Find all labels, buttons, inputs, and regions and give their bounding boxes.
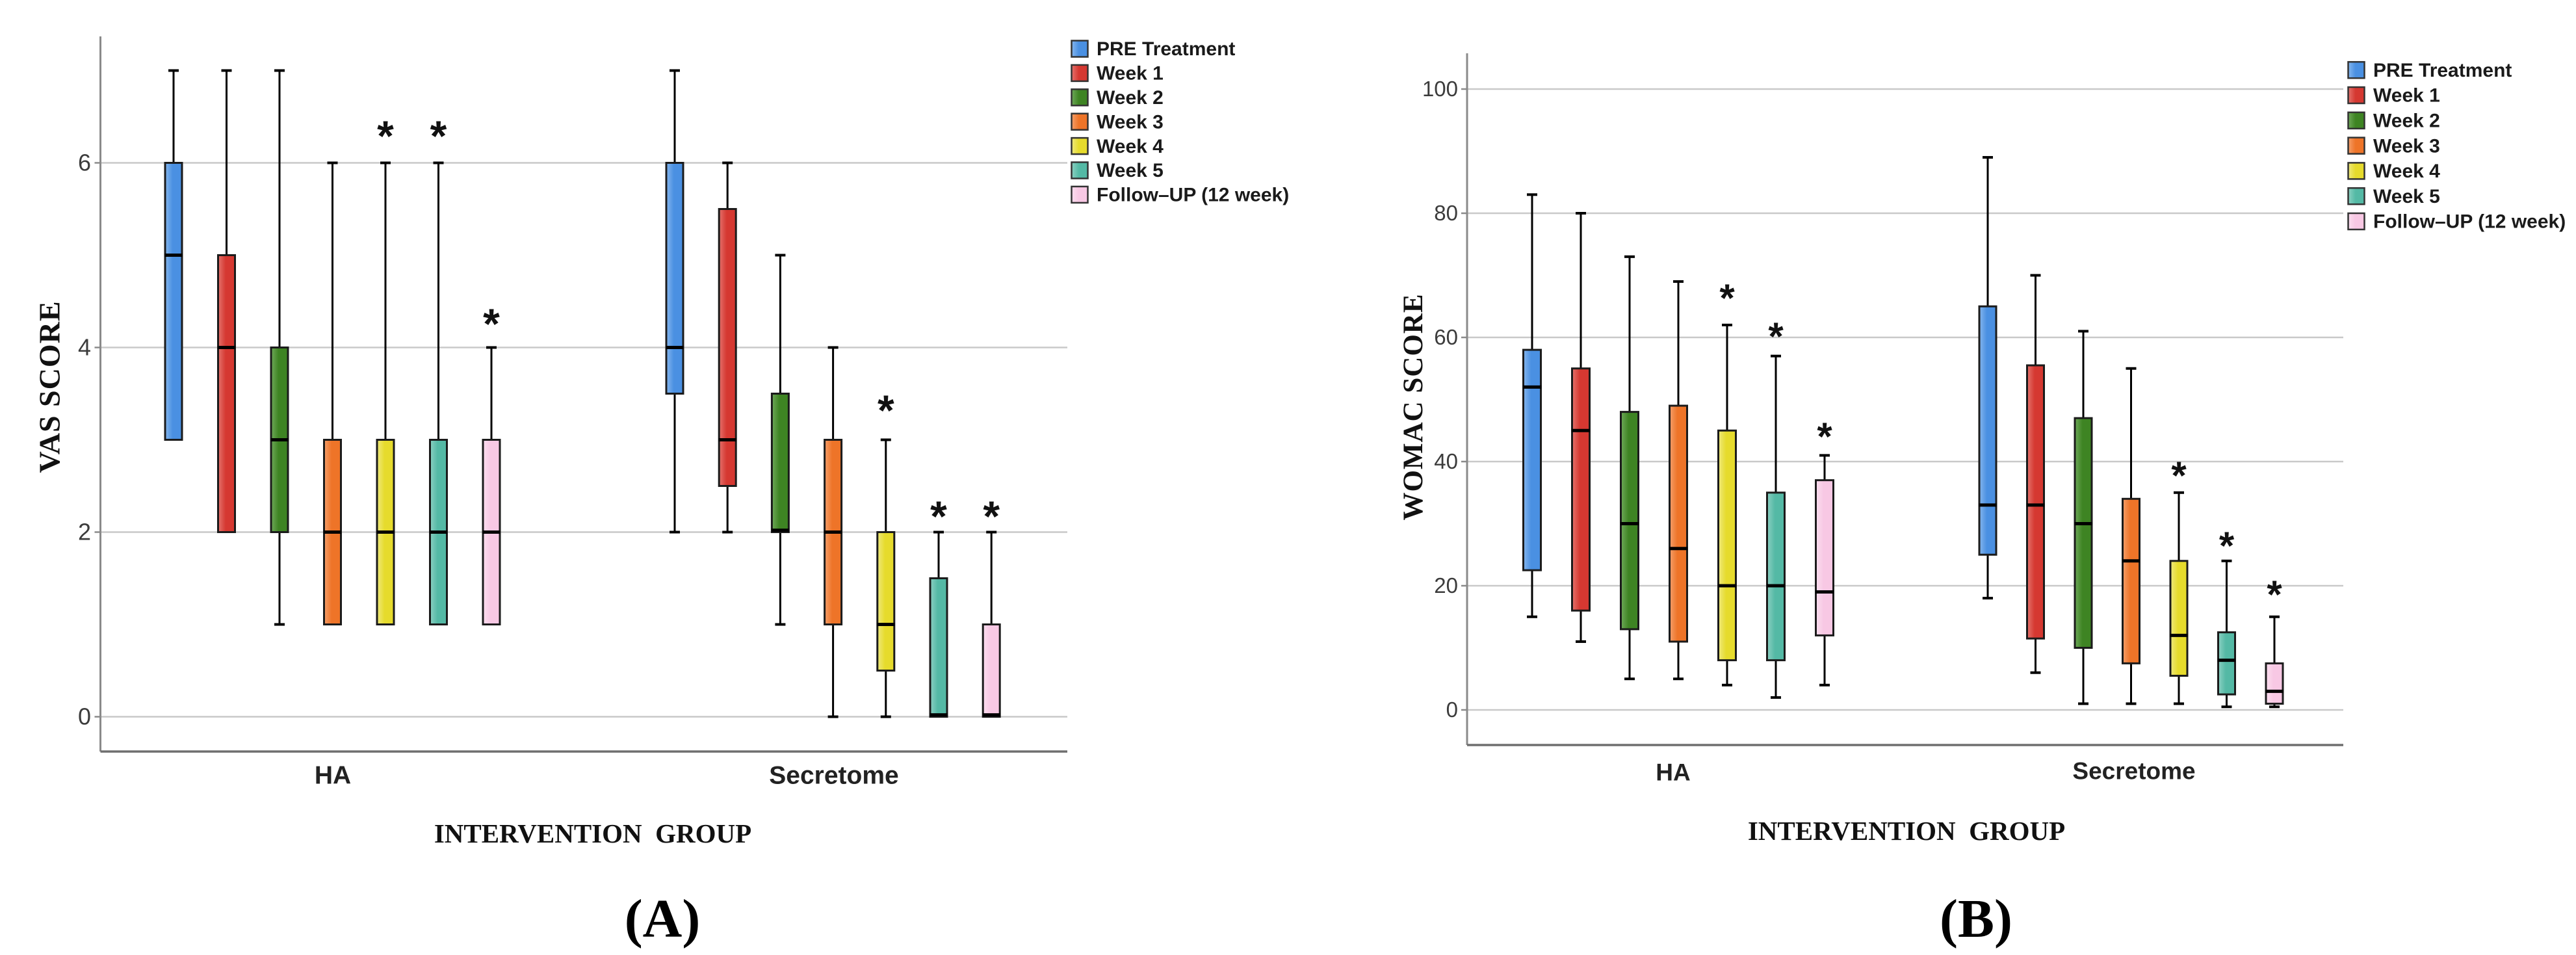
svg-text:*: * [2219,524,2235,568]
svg-text:*: * [2171,454,2187,497]
svg-text:Week 5: Week 5 [1097,160,1164,181]
svg-text:(A): (A) [625,889,701,949]
svg-text:PRE Treatment: PRE Treatment [1097,38,1235,60]
svg-text:*: * [983,492,1000,540]
svg-text:*: * [483,300,500,348]
svg-text:VAS SCORE: VAS SCORE [33,300,66,473]
svg-text:INTERVENTION GROUP: INTERVENTION GROUP [1748,816,2065,846]
svg-text:*: * [430,112,447,160]
svg-text:PRE Treatment: PRE Treatment [2373,60,2512,81]
svg-text:2: 2 [78,519,91,545]
svg-text:0: 0 [78,703,91,730]
svg-text:Week 2: Week 2 [1097,87,1164,109]
svg-text:20: 20 [1434,573,1458,597]
svg-text:Follow–UP (12 week): Follow–UP (12 week) [2373,211,2566,233]
svg-text:Week 1: Week 1 [1097,63,1164,85]
svg-text:Week 3: Week 3 [1097,111,1164,133]
svg-text:*: * [930,492,947,540]
svg-text:HA: HA [315,761,351,789]
svg-text:6: 6 [78,150,91,176]
svg-text:INTERVENTION GROUP: INTERVENTION GROUP [434,818,751,848]
svg-text:*: * [2267,573,2282,616]
svg-text:60: 60 [1434,325,1458,349]
svg-text:*: * [1768,315,1784,358]
svg-text:Follow–UP (12 week): Follow–UP (12 week) [1097,185,1289,206]
svg-text:Week 3: Week 3 [2373,135,2440,157]
svg-text:40: 40 [1434,449,1458,473]
svg-text:4: 4 [78,334,91,361]
svg-text:0: 0 [1446,698,1458,722]
svg-text:*: * [1817,415,1832,458]
svg-text:Week 4: Week 4 [2373,161,2440,182]
svg-text:HA: HA [1656,759,1690,786]
svg-text:Week 5: Week 5 [2373,186,2440,207]
svg-text:Week 4: Week 4 [1097,136,1164,157]
svg-text:Week 2: Week 2 [2373,111,2440,132]
svg-text:Secretome: Secretome [2072,758,2195,785]
svg-text:*: * [1719,276,1735,320]
svg-text:(B): (B) [1940,889,2012,949]
svg-text:100: 100 [1422,77,1458,101]
svg-text:*: * [878,386,894,434]
svg-text:Week 1: Week 1 [2373,85,2440,107]
svg-text:*: * [377,112,394,160]
svg-text:80: 80 [1434,201,1458,225]
svg-text:WOMAC SCORE: WOMAC SCORE [1398,293,1429,520]
svg-text:Secretome: Secretome [769,761,898,789]
